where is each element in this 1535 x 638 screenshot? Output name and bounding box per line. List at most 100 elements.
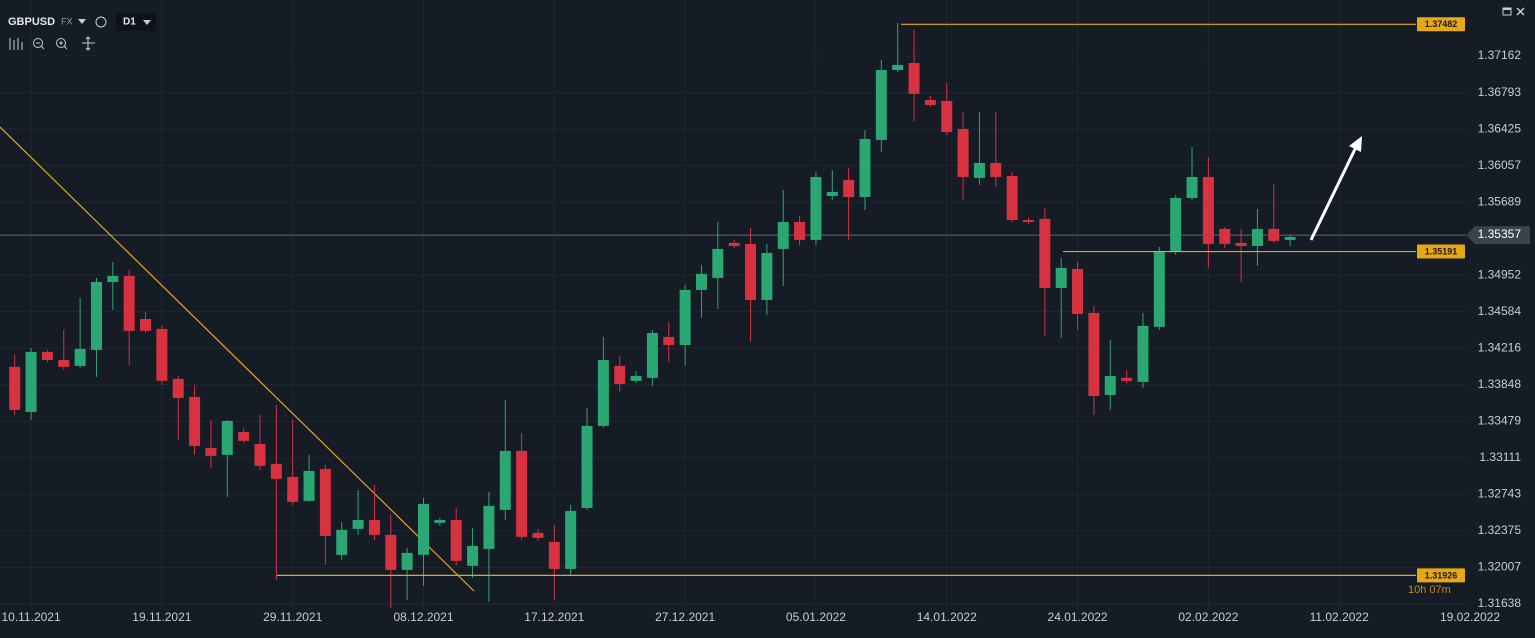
candle-body bbox=[777, 221, 789, 249]
symbol[interactable]: GBPUSD bbox=[8, 16, 55, 28]
timeframe[interactable]: D1 bbox=[123, 17, 136, 28]
candle-body bbox=[319, 468, 331, 536]
candle-body bbox=[107, 275, 119, 282]
candle-body bbox=[123, 275, 135, 331]
candle-body bbox=[499, 450, 511, 510]
x-tick-label: 05.01.2022 bbox=[786, 610, 846, 624]
candle-body bbox=[58, 359, 70, 367]
x-tick-label: 19.02.2022 bbox=[1440, 610, 1500, 624]
candle-body bbox=[238, 431, 250, 441]
candle-body bbox=[1251, 228, 1263, 246]
info-icon[interactable] bbox=[95, 16, 107, 28]
candle-body bbox=[859, 138, 871, 197]
x-tick-label: 27.12.2021 bbox=[655, 610, 715, 624]
candles bbox=[9, 23, 1296, 608]
candle-body bbox=[990, 162, 1002, 177]
candle-body bbox=[630, 375, 642, 381]
x-tick-label: 08.12.2021 bbox=[393, 610, 453, 624]
drawings bbox=[0, 126, 475, 592]
candle-body bbox=[712, 248, 724, 278]
candle-body bbox=[368, 519, 380, 535]
candle-body bbox=[1039, 218, 1051, 288]
y-tick-label: 1.33479 bbox=[1478, 414, 1522, 428]
zoom-out-icon[interactable] bbox=[33, 38, 43, 48]
last-price-box bbox=[1466, 226, 1530, 245]
candle-body bbox=[172, 378, 184, 398]
candle-body bbox=[941, 100, 953, 133]
candle-body bbox=[810, 176, 822, 240]
level-label: 1.31926 bbox=[1425, 570, 1458, 580]
x-tick-label: 17.12.2021 bbox=[524, 610, 584, 624]
candle-body bbox=[1137, 325, 1149, 382]
candle-body bbox=[483, 505, 495, 549]
candle-body bbox=[1235, 242, 1247, 246]
candle-body bbox=[336, 529, 348, 555]
candle-body bbox=[1006, 175, 1018, 220]
dropdown-icon[interactable] bbox=[78, 19, 86, 24]
candle-body bbox=[434, 519, 446, 523]
x-tick-label: 24.01.2022 bbox=[1048, 610, 1108, 624]
candle-body bbox=[90, 281, 102, 350]
candle-body bbox=[1055, 267, 1067, 288]
candle-body bbox=[892, 64, 904, 71]
candle-body bbox=[646, 332, 658, 378]
levels: 1.37482 1.35191 1.31926 bbox=[277, 17, 1465, 583]
y-tick-label: 1.36425 bbox=[1478, 121, 1522, 135]
dropdown-icon[interactable] bbox=[143, 20, 151, 25]
x-tick-label: 29.11.2021 bbox=[263, 610, 322, 624]
candle-body bbox=[1072, 268, 1084, 314]
candle-body bbox=[1202, 176, 1214, 244]
x-tick-label: 11.02.2022 bbox=[1310, 610, 1369, 624]
candle-body bbox=[581, 425, 593, 508]
candle-body bbox=[679, 289, 691, 345]
candle-body bbox=[221, 420, 233, 455]
candle-body bbox=[1121, 377, 1133, 381]
y-tick-label: 1.34584 bbox=[1478, 304, 1522, 318]
window-bar bbox=[1503, 8, 1511, 10]
y-tick-label: 1.37162 bbox=[1478, 48, 1522, 62]
candle-body bbox=[761, 252, 773, 300]
candle-body bbox=[140, 318, 152, 331]
candle-body bbox=[1023, 219, 1035, 222]
y-tick-label: 1.36793 bbox=[1478, 85, 1522, 99]
candle-body bbox=[597, 359, 609, 426]
move-icon[interactable] bbox=[82, 36, 95, 51]
window-controls bbox=[1502, 7, 1525, 16]
x-tick-label: 02.02.2022 bbox=[1178, 610, 1238, 624]
trend-line bbox=[0, 126, 475, 592]
candle-body bbox=[695, 273, 707, 290]
toolbar bbox=[9, 36, 95, 51]
candle-body bbox=[532, 532, 544, 538]
candle-body bbox=[205, 447, 217, 456]
candle-body bbox=[156, 328, 168, 381]
level-label: 1.37482 bbox=[1425, 19, 1458, 29]
y-tick-label: 1.32743 bbox=[1478, 487, 1522, 501]
zoom-in-icon[interactable] bbox=[56, 38, 66, 48]
level-label: 1.35191 bbox=[1425, 246, 1458, 256]
indicators-icon[interactable] bbox=[9, 38, 23, 50]
close-icon[interactable] bbox=[1516, 7, 1525, 16]
level-label-box bbox=[1417, 568, 1465, 583]
candle-body bbox=[1088, 312, 1100, 396]
candle-body bbox=[1170, 197, 1182, 252]
market: FX bbox=[61, 16, 73, 26]
grid bbox=[0, 0, 1471, 610]
candle-body bbox=[663, 336, 675, 345]
last-price-label: 1.35357 bbox=[1478, 227, 1522, 241]
candle-body bbox=[875, 70, 887, 140]
candle-body bbox=[728, 242, 740, 246]
bar-timer: 10h 07m bbox=[1408, 584, 1451, 596]
y-tick-label: 1.31638 bbox=[1478, 596, 1522, 610]
candle-body bbox=[973, 162, 985, 178]
candle-body bbox=[401, 552, 413, 570]
candle-body bbox=[189, 396, 201, 446]
axes: 1.37162 1.36793 1.36425 1.36057 1.35689 1.349… bbox=[1, 48, 1530, 624]
candle-body bbox=[1186, 176, 1198, 198]
candle-body bbox=[1284, 236, 1296, 240]
level-label-box bbox=[1417, 17, 1465, 32]
candle-body bbox=[957, 128, 969, 177]
timeframe-box[interactable] bbox=[116, 14, 156, 31]
candle-body bbox=[270, 463, 282, 479]
